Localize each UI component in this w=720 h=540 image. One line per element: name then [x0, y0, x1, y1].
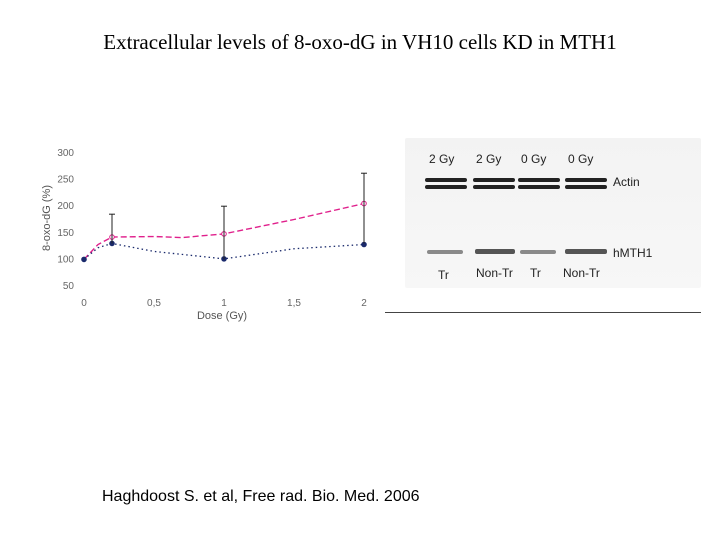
blot-bottom-label-4: Non-Tr: [563, 266, 600, 280]
blot-lane-label-1: 2 Gy: [429, 152, 455, 166]
actin-band-2b: [473, 185, 515, 189]
y-tick-label: 250: [57, 175, 74, 186]
actin-band-1: [425, 178, 467, 182]
actin-band-4b: [565, 185, 607, 189]
actin-band-3: [518, 178, 560, 182]
chart-axes: 300 250 200 150 100 50 0 0,5 1 1,5 2: [57, 148, 367, 309]
divider-line: [385, 312, 701, 313]
blot-bottom-label-2: Non-Tr: [476, 266, 513, 280]
y-axis-label: 8-oxo-dG (%): [41, 185, 53, 251]
series-line-2: [83, 242, 365, 260]
actin-band-4: [565, 178, 607, 182]
x-tick-label: 1,5: [287, 298, 301, 309]
x-tick-label: 0,5: [147, 298, 161, 309]
actin-band-2: [473, 178, 515, 182]
blot-bottom-label-1: Tr: [438, 268, 449, 282]
blot-lane-label-3: 0 Gy: [521, 152, 547, 166]
mth1-band-3: [520, 250, 556, 254]
blot-bottom-label-3: Tr: [530, 266, 541, 280]
x-tick-label: 2: [361, 298, 367, 309]
western-blot: 2 Gy 2 Gy 0 Gy 0 Gy Actin hMTH1 Tr Non-T…: [405, 138, 701, 288]
mth1-band-4: [565, 249, 607, 254]
mth1-band-2: [475, 249, 515, 254]
y-tick-label: 150: [57, 228, 74, 239]
actin-band-1b: [425, 185, 467, 189]
y-tick-label: 300: [57, 148, 74, 159]
citation: Haghdoost S. et al, Free rad. Bio. Med. …: [102, 488, 420, 505]
actin-band-3b: [518, 185, 560, 189]
y-tick-label: 200: [57, 201, 74, 212]
series-line-1: [83, 202, 365, 260]
x-tick-label: 1: [221, 298, 227, 309]
blot-lane-label-2: 2 Gy: [476, 152, 502, 166]
x-tick-label: 0: [81, 298, 87, 309]
y-tick-label: 100: [57, 254, 74, 265]
mth1-band-1: [427, 250, 463, 254]
y-tick-label: 50: [63, 281, 75, 292]
blot-row-label-hmth1: hMTH1: [613, 246, 653, 260]
series-point-2: [81, 256, 87, 263]
slide-title: Extracellular levels of 8-oxo-dG in VH10…: [103, 30, 617, 54]
blot-lane-label-4: 0 Gy: [568, 152, 594, 166]
chart-error-bars: [109, 172, 367, 260]
x-axis-label: Dose (Gy): [197, 310, 247, 322]
blot-row-label-actin: Actin: [613, 175, 640, 189]
